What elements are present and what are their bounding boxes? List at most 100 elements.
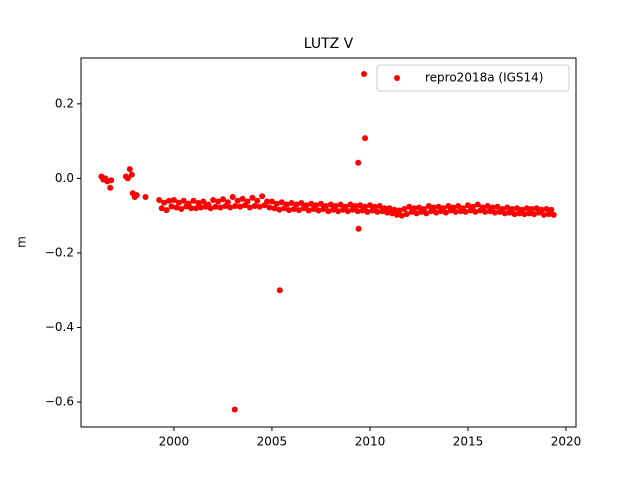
axes-frame [80, 57, 577, 428]
data-point [464, 202, 471, 209]
data-point [366, 202, 373, 209]
data-point [295, 207, 302, 214]
data-point [355, 159, 362, 166]
data-point [298, 199, 305, 206]
data-point [259, 193, 266, 200]
data-point [293, 201, 300, 208]
data-point [133, 192, 140, 199]
data-point [224, 199, 231, 206]
data-point [251, 202, 258, 209]
data-point [190, 197, 197, 204]
data-point [158, 205, 165, 212]
data-point [396, 207, 403, 214]
data-point [156, 197, 163, 204]
data-point [126, 166, 133, 173]
data-point [472, 208, 479, 215]
data-point [210, 197, 217, 204]
data-point [197, 204, 204, 211]
data-point [229, 194, 236, 201]
data-point [425, 202, 432, 209]
data-point [335, 208, 342, 215]
legend-marker [394, 75, 400, 81]
data-point [168, 203, 175, 210]
data-point [128, 171, 135, 178]
data-point [521, 211, 528, 218]
data-point [337, 201, 344, 208]
data-point [450, 204, 457, 211]
data-point [234, 197, 241, 204]
data-point [423, 210, 430, 217]
data-point [283, 201, 290, 208]
data-point [107, 184, 114, 191]
data-point [217, 204, 224, 211]
x-tick-label: 2000 [159, 435, 190, 449]
data-point [528, 205, 535, 212]
data-point [501, 210, 508, 217]
data-point [195, 199, 202, 206]
data-point [538, 206, 545, 213]
data-point [531, 211, 538, 218]
data-point [504, 204, 511, 211]
data-point [371, 203, 378, 210]
y-tick-label: 0.0 [55, 171, 74, 185]
data-point [342, 203, 349, 210]
data-point [484, 202, 491, 209]
chart-title: LUTZ V [304, 36, 354, 52]
data-point [344, 208, 351, 215]
data-point [249, 194, 256, 201]
data-point [180, 197, 187, 204]
data-point [491, 209, 498, 216]
data-point [266, 204, 273, 211]
x-tick-label: 2020 [551, 435, 582, 449]
data-point [215, 198, 222, 205]
data-point [347, 201, 354, 208]
data-point [188, 205, 195, 212]
data-point [462, 208, 469, 215]
data-point [244, 198, 251, 205]
data-point [445, 202, 452, 209]
data-point [362, 135, 369, 142]
data-point [170, 197, 177, 204]
data-point [355, 225, 362, 232]
data-point [381, 205, 388, 212]
data-point [268, 198, 275, 205]
data-point [271, 205, 278, 212]
data-point [494, 203, 501, 210]
data-point [303, 202, 310, 209]
data-point [256, 203, 263, 210]
data-point [352, 202, 359, 209]
data-point [364, 208, 371, 215]
plot-area [98, 71, 557, 413]
data-point [185, 200, 192, 207]
data-point [178, 205, 185, 212]
data-point [474, 201, 481, 208]
data-point [246, 204, 253, 211]
data-point [212, 203, 219, 210]
data-point [479, 204, 486, 211]
data-point [290, 205, 297, 212]
y-tick-label: −0.2 [45, 245, 74, 259]
data-point [325, 208, 332, 215]
legend-label: repro2018a (IGS14) [425, 71, 543, 85]
data-point [435, 203, 442, 210]
data-point [362, 203, 369, 210]
data-point [415, 204, 422, 211]
data-point [322, 202, 329, 209]
data-point [540, 211, 547, 218]
data-point [354, 208, 361, 215]
data-point [406, 203, 413, 210]
data-point [163, 207, 170, 214]
data-point [361, 71, 368, 78]
x-tick-label: 2005 [257, 435, 288, 449]
data-point [469, 203, 476, 210]
data-point [166, 197, 173, 204]
data-point [108, 177, 115, 184]
data-point [543, 205, 550, 212]
data-point [231, 406, 238, 413]
data-point [386, 205, 393, 212]
data-point [207, 205, 214, 212]
data-point [308, 200, 315, 207]
y-tick-label: −0.4 [45, 320, 74, 334]
data-point [305, 207, 312, 214]
